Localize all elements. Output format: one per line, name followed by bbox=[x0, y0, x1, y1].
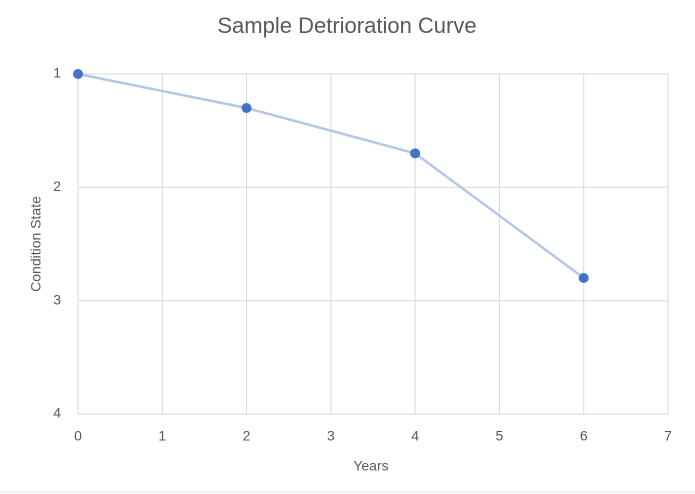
x-tick-label: 2 bbox=[243, 428, 251, 444]
y-axis-label: Condition State bbox=[28, 196, 44, 292]
x-tick-label: 5 bbox=[496, 428, 504, 444]
y-tick-label: 4 bbox=[53, 405, 61, 421]
data-point bbox=[241, 103, 252, 113]
x-tick-label: 6 bbox=[580, 428, 588, 444]
data-point bbox=[410, 148, 421, 159]
x-tick-label: 1 bbox=[158, 428, 166, 444]
y-tick-label: 3 bbox=[53, 291, 61, 307]
x-tick-label: 7 bbox=[664, 428, 672, 444]
chart-title: Sample Detrioration Curve bbox=[217, 13, 476, 38]
x-tick-label: 0 bbox=[74, 428, 82, 444]
y-tick-label: 1 bbox=[53, 65, 61, 81]
data-point bbox=[578, 273, 589, 283]
y-tick-label: 2 bbox=[53, 178, 61, 194]
data-point bbox=[73, 69, 83, 79]
data-line bbox=[77, 72, 585, 280]
x-tick-label: 3 bbox=[327, 428, 335, 444]
x-axis-label: Years bbox=[353, 458, 388, 474]
x-tick-label: 4 bbox=[411, 428, 419, 444]
